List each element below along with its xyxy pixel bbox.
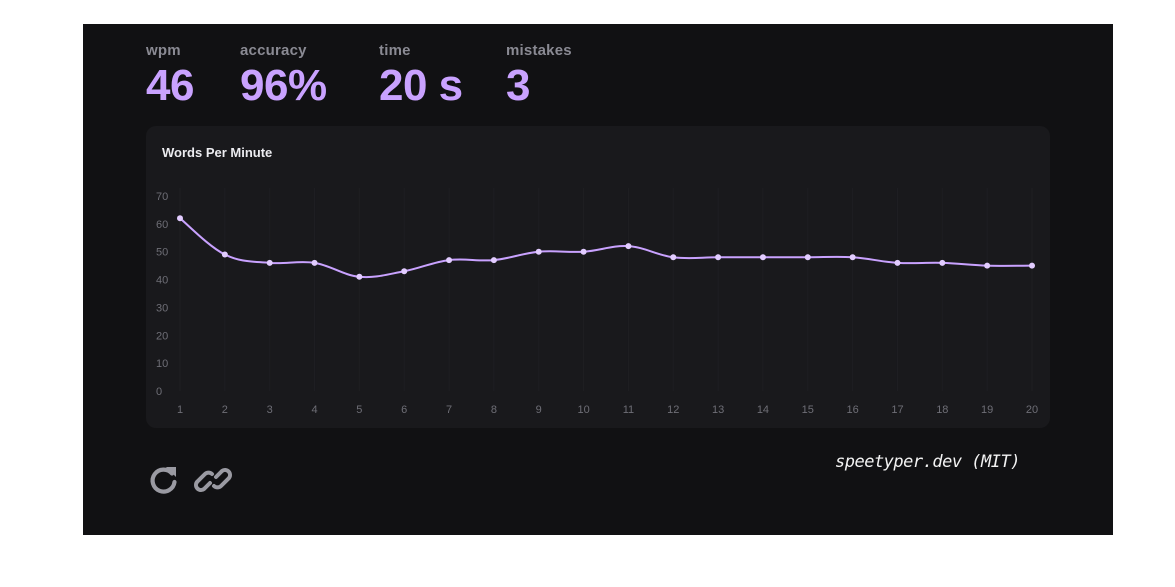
brand-credit: speetyper.dev (MIT) bbox=[835, 452, 1020, 472]
x-tick-label: 16 bbox=[847, 404, 859, 416]
x-tick-label: 7 bbox=[446, 404, 452, 416]
data-point-13 bbox=[715, 254, 722, 261]
x-tick-label: 3 bbox=[267, 404, 273, 416]
share-link-button[interactable] bbox=[193, 462, 232, 498]
data-point-15 bbox=[804, 254, 811, 261]
x-tick-label: 13 bbox=[712, 404, 724, 416]
restart-button[interactable] bbox=[146, 462, 182, 498]
y-tick-label: 30 bbox=[156, 302, 168, 314]
stat-time: time 20 s bbox=[379, 42, 463, 110]
stat-accuracy-value: 96% bbox=[240, 61, 327, 110]
data-point-18 bbox=[939, 259, 946, 266]
data-point-10 bbox=[580, 248, 587, 255]
x-tick-label: 12 bbox=[667, 404, 679, 416]
data-point-8 bbox=[490, 257, 497, 264]
chart-grid bbox=[179, 188, 1033, 391]
data-point-4 bbox=[311, 259, 318, 266]
stat-mistakes-value: 3 bbox=[506, 61, 530, 110]
y-tick-label: 70 bbox=[156, 191, 168, 203]
y-tick-label: 40 bbox=[156, 275, 168, 287]
data-point-17 bbox=[894, 259, 901, 266]
results-panel: wpm 46 accuracy 96% time 20 s mistakes 3… bbox=[83, 24, 1113, 535]
data-point-6 bbox=[401, 268, 408, 275]
chart-title: Words Per Minute bbox=[162, 145, 273, 160]
data-point-1 bbox=[177, 215, 183, 222]
x-tick-label: 11 bbox=[623, 404, 634, 416]
x-tick-label: 10 bbox=[577, 404, 589, 416]
x-tick-label: 15 bbox=[802, 404, 814, 416]
x-tick-label: 2 bbox=[222, 404, 228, 416]
stat-time-label: time bbox=[379, 42, 411, 59]
data-point-2 bbox=[221, 251, 228, 258]
data-point-12 bbox=[670, 254, 677, 261]
data-point-3 bbox=[266, 259, 273, 266]
x-tick-label: 17 bbox=[891, 404, 903, 416]
restart-icon bbox=[150, 467, 177, 494]
x-tick-label: 19 bbox=[981, 404, 993, 416]
data-point-7 bbox=[446, 257, 453, 264]
stat-wpm-label: wpm bbox=[146, 42, 181, 59]
y-tick-label: 60 bbox=[156, 219, 168, 231]
link-icon bbox=[194, 468, 232, 492]
wpm-data-points bbox=[177, 215, 1035, 280]
wpm-series-line bbox=[179, 217, 1033, 279]
stat-wpm: wpm 46 bbox=[146, 42, 194, 110]
data-point-19 bbox=[984, 262, 991, 269]
stat-accuracy-label: accuracy bbox=[240, 42, 307, 59]
x-tick-label: 5 bbox=[356, 404, 362, 416]
x-tick-label: 14 bbox=[757, 404, 769, 416]
y-tick-label: 0 bbox=[156, 386, 162, 398]
x-tick-label: 1 bbox=[177, 404, 183, 416]
stat-mistakes: mistakes 3 bbox=[506, 42, 572, 110]
data-point-20 bbox=[1029, 262, 1035, 269]
stat-accuracy: accuracy 96% bbox=[240, 42, 327, 110]
stat-mistakes-label: mistakes bbox=[506, 42, 572, 59]
x-tick-label: 6 bbox=[401, 404, 407, 416]
x-tick-label: 18 bbox=[936, 404, 948, 416]
y-tick-label: 50 bbox=[156, 247, 168, 259]
data-point-16 bbox=[849, 254, 856, 261]
x-axis-ticks: 1 2 3 4 5 6 7 8 9 10 11 12 13 14 15 16 17 18 19 20 bbox=[177, 404, 1038, 416]
y-axis-ticks: 0 10 20 30 40 50 60 70 bbox=[156, 191, 168, 398]
x-tick-label: 8 bbox=[491, 404, 497, 416]
data-point-5 bbox=[356, 273, 363, 280]
x-tick-label: 9 bbox=[536, 404, 542, 416]
y-tick-label: 20 bbox=[156, 330, 168, 342]
x-tick-label: 4 bbox=[311, 404, 317, 416]
stat-wpm-value: 46 bbox=[146, 61, 194, 110]
y-tick-label: 10 bbox=[156, 358, 168, 370]
data-point-9 bbox=[535, 248, 542, 255]
data-point-11 bbox=[625, 243, 632, 250]
data-point-14 bbox=[759, 254, 766, 261]
x-tick-label: 20 bbox=[1026, 404, 1038, 416]
stat-time-value: 20 s bbox=[379, 61, 463, 110]
